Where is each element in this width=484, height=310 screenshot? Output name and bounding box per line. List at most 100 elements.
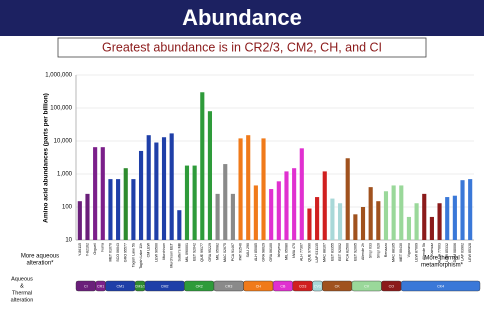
- strip-label: CV: [364, 284, 370, 288]
- bar: [292, 168, 297, 240]
- subtitle-box: [57, 37, 427, 58]
- bar: [77, 201, 82, 240]
- corner-note: alteration: [11, 297, 34, 303]
- bar: [253, 185, 258, 240]
- strip-label: CM2: [161, 284, 169, 288]
- x-tick-label: Isheyevo: [277, 243, 281, 257]
- bar: [169, 133, 174, 240]
- x-tick-label: EET 92042: [193, 243, 197, 261]
- x-tick-label: Tagish Lake 5b: [131, 243, 135, 267]
- y-tick-label: 10,000: [54, 139, 73, 145]
- subtitle: Greatest abundance is in CR2/3, CM2, CH,…: [102, 40, 382, 54]
- strip-label: CV3: [314, 284, 321, 288]
- bar: [468, 179, 473, 240]
- bar: [437, 203, 442, 240]
- x-tick-label: GRA 06100: [269, 243, 273, 262]
- x-tick-label: Y-82162: [85, 243, 89, 256]
- x-tick-label: PAT 91546: [239, 243, 243, 260]
- strip-label: CO: [389, 284, 395, 288]
- bar: [360, 207, 366, 240]
- bar: [108, 179, 113, 240]
- strip-label: CK: [335, 284, 341, 288]
- bar: [445, 197, 450, 240]
- x-tick-label: MIL 05080: [284, 243, 288, 260]
- x-tick-label: MET 01070: [108, 243, 112, 262]
- x-tick-label: LEW 85332: [445, 243, 449, 262]
- x-tick-label: Allende 5b: [422, 243, 426, 260]
- x-tick-label: MAC 88107: [323, 243, 327, 262]
- x-tick-label: CM LEW: [147, 242, 151, 257]
- y-tick-label: 1,000: [57, 172, 73, 178]
- bar: [307, 208, 312, 240]
- bar: [322, 171, 327, 240]
- x-tick-label: Kainsaz: [430, 243, 434, 256]
- x-tick-label: NWA 470: [292, 243, 296, 258]
- strip-label: CR2: [196, 284, 203, 288]
- x-tick-label: Allende 2h: [361, 243, 365, 260]
- x-tick-label: Murchison: [162, 243, 166, 260]
- bar: [177, 210, 182, 240]
- x-tick-label: GRO 95577: [124, 243, 128, 262]
- bar: [368, 187, 373, 240]
- bar: [399, 185, 404, 240]
- bar: [246, 135, 251, 240]
- bar: [192, 165, 197, 240]
- bar: [123, 168, 128, 240]
- strip-segment: [400, 280, 481, 292]
- bar: [330, 198, 335, 240]
- bar: [269, 189, 274, 240]
- x-tick-label: Vigarano: [407, 243, 411, 257]
- left-note: alteration*: [26, 261, 54, 267]
- bar: [207, 111, 213, 240]
- bar: [100, 147, 105, 240]
- bar: [131, 179, 136, 240]
- x-tick-label: GRA 95229: [208, 243, 212, 262]
- x-tick-label: LAP 031135: [315, 243, 319, 262]
- strip-label: CK4: [437, 284, 444, 288]
- bar: [460, 180, 465, 240]
- strip-label: CR3: [225, 284, 232, 288]
- bar: [154, 142, 159, 240]
- bar: [215, 193, 220, 240]
- x-tick-label: MAC 02675: [223, 243, 227, 262]
- x-tick-label: MIL 05082: [216, 243, 220, 260]
- bar: [85, 193, 90, 240]
- x-tick-label: Shişr 033: [369, 243, 373, 258]
- bar: [223, 164, 228, 240]
- bar: [299, 148, 304, 240]
- right-note: metamorphism*: [421, 263, 464, 269]
- strip-label: CH: [256, 284, 262, 288]
- strip-label: CM1/2: [135, 284, 146, 288]
- bar: [230, 193, 235, 240]
- bar: [353, 214, 358, 240]
- x-tick-label: Orgueil: [93, 243, 97, 255]
- x-tick-label: PCA 91467: [231, 243, 235, 261]
- strip-label: CO3: [299, 284, 306, 288]
- bar: [383, 191, 389, 240]
- x-tick-label: LEW 87009: [415, 243, 419, 262]
- x-tick-label: MIL 090001: [185, 243, 189, 262]
- bar: [391, 185, 396, 240]
- bar: [276, 181, 281, 240]
- x-tick-label: QUE 97990: [307, 243, 311, 262]
- x-tick-label: Y-86115: [78, 243, 82, 256]
- x-tick-label: ALHA 77003: [438, 243, 442, 263]
- x-tick-label: Shişr 020: [376, 243, 380, 258]
- bar: [345, 158, 350, 240]
- x-tick-label: ALH 77307: [300, 243, 304, 261]
- bar: [184, 165, 190, 240]
- bar: [261, 138, 266, 240]
- x-tick-label: QUE 99177: [200, 243, 204, 262]
- title-banner: [0, 0, 484, 36]
- bar: [337, 203, 343, 240]
- x-tick-label: MET 00430: [399, 243, 403, 262]
- x-tick-label: MAC 88105: [392, 243, 396, 262]
- bar: [93, 147, 98, 240]
- x-tick-label: PCA 82500: [346, 243, 350, 261]
- x-tick-label: EET 83355: [330, 243, 334, 261]
- strip-label: CR1: [97, 284, 104, 288]
- x-tick-label: EET 92005: [353, 243, 357, 261]
- y-tick-label: 10: [65, 238, 72, 244]
- x-tick-label: DOM 08006: [453, 243, 457, 262]
